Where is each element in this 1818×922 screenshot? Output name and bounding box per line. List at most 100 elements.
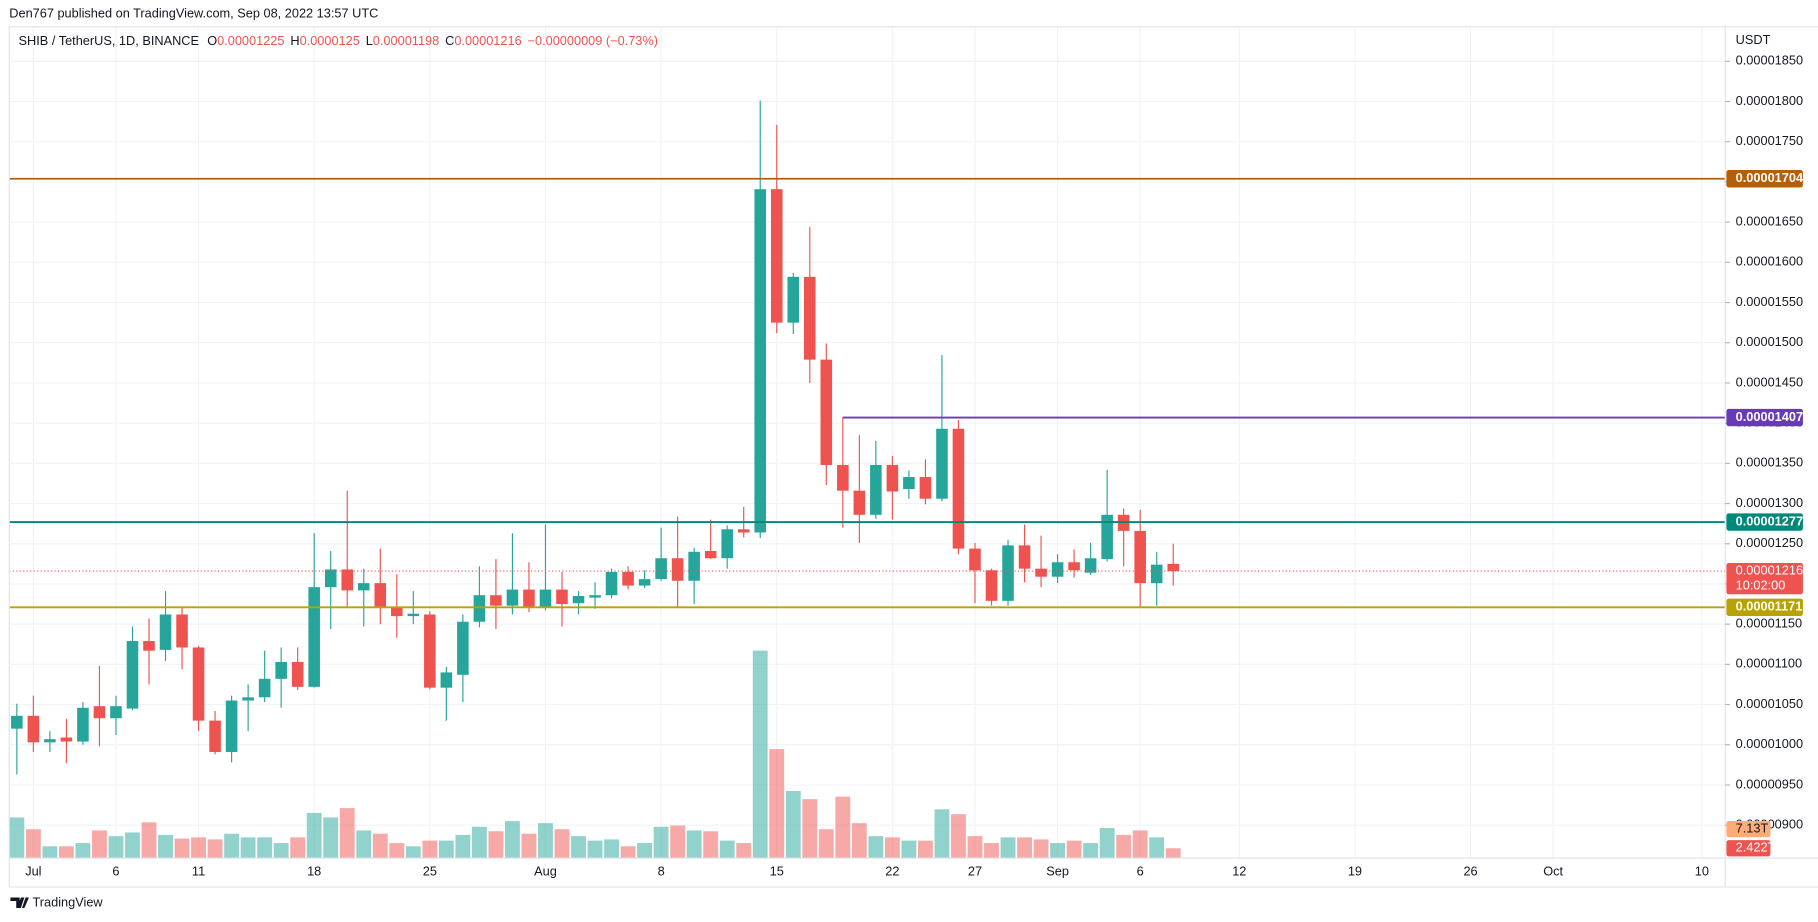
- volume-bar: [1132, 830, 1148, 859]
- candle-body: [209, 720, 221, 752]
- volume-bar: [752, 650, 768, 859]
- x-tick-label: 6: [1137, 863, 1144, 878]
- x-tick-label: Sep: [1046, 863, 1069, 878]
- candle-body: [391, 606, 403, 617]
- y-tick-label: 0.00001250: [1736, 535, 1803, 550]
- level-label-box: [1726, 408, 1803, 427]
- candle-body: [27, 715, 40, 743]
- volume-bar: [273, 843, 289, 859]
- volume-ma-label: 7.13T: [1736, 820, 1769, 835]
- volume-bar: [1099, 828, 1115, 859]
- legend: SHIB / TetherUS, 1D, BINANCE O0.00001225…: [19, 33, 658, 48]
- candle-body: [1084, 558, 1097, 573]
- candle-body: [374, 583, 387, 607]
- x-tick-label: 26: [1463, 863, 1477, 878]
- volume-bar: [257, 837, 273, 859]
- volume-bar: [818, 829, 834, 859]
- volume-bar: [356, 830, 372, 859]
- level-label: 0.00001277: [1736, 513, 1803, 528]
- candle-body: [242, 697, 254, 701]
- change: −0.00000009 (−0.73%): [528, 33, 658, 48]
- volume-bar: [9, 817, 25, 859]
- level-label: 0.00001407: [1736, 409, 1803, 424]
- candle-body: [341, 569, 354, 591]
- candle-body: [440, 672, 453, 688]
- volume-bar: [554, 829, 570, 859]
- y-tick-label: 0.00001750: [1736, 133, 1803, 148]
- volume-bar: [504, 821, 520, 859]
- o-letter: O: [207, 33, 217, 48]
- candle-body: [688, 551, 700, 581]
- candle-body: [804, 276, 816, 360]
- x-tick-label: 15: [770, 863, 784, 878]
- volume-bar: [290, 837, 306, 859]
- level-label-box: [1726, 513, 1803, 531]
- candle-body: [424, 614, 436, 688]
- volume-bar: [571, 836, 586, 859]
- l-letter: L: [366, 33, 373, 48]
- volume-bar: [372, 833, 388, 859]
- volume-bar: [538, 823, 553, 859]
- candle-body: [77, 707, 89, 742]
- c-value: 0.00001216: [454, 33, 521, 48]
- candle-body: [572, 596, 585, 604]
- volume-bar: [240, 837, 256, 859]
- volume-bar: [42, 846, 58, 859]
- volume-bar: [58, 846, 74, 859]
- h-value: 0.0000125: [300, 33, 360, 48]
- candle-body: [159, 614, 172, 650]
- candle-body: [704, 550, 717, 559]
- logo-mark: [10, 897, 29, 908]
- volume-bar: [637, 843, 653, 859]
- volume-bar: [141, 822, 157, 859]
- symbol: SHIB / TetherUS, 1D, BINANCE: [19, 33, 199, 48]
- candle-body: [1002, 545, 1014, 601]
- volume-bar: [191, 837, 206, 859]
- volume-bar: [1066, 840, 1082, 859]
- volume-bar: [422, 840, 438, 859]
- volume-bar: [158, 834, 173, 859]
- candle-body: [655, 558, 667, 580]
- level-label-box: [1726, 598, 1803, 616]
- volume-bar: [25, 829, 41, 859]
- candle-body: [258, 678, 271, 698]
- volume-bar: [984, 843, 999, 859]
- candle-body: [192, 647, 205, 721]
- y-tick-label: 0.00001450: [1736, 374, 1803, 389]
- x-tick-label: Jul: [25, 863, 41, 878]
- candle-body: [969, 548, 981, 571]
- candle-body: [473, 595, 486, 622]
- candle-body: [110, 706, 122, 719]
- candle-body: [919, 477, 932, 499]
- volume-bar: [488, 831, 504, 859]
- candle-body: [1101, 514, 1113, 560]
- candle-body: [308, 587, 320, 687]
- l-value: 0.00001198: [373, 33, 439, 48]
- volume-bar: [1149, 837, 1165, 859]
- candle-body: [1150, 564, 1163, 584]
- candle-body: [754, 189, 767, 533]
- volume-bar: [1050, 843, 1066, 859]
- volume-bar: [174, 838, 190, 859]
- x-tick-label: 18: [307, 863, 321, 878]
- candle-body: [275, 661, 287, 679]
- x-tick-label: 11: [192, 863, 205, 878]
- y-tick-label: 0.00001150: [1736, 616, 1802, 631]
- level-label-box: [1726, 170, 1803, 188]
- volume-bar: [339, 808, 355, 859]
- volume-bar: [620, 846, 636, 859]
- volume-bar: [1083, 843, 1099, 859]
- volume-bar: [455, 834, 471, 859]
- volume-last-box: [1726, 840, 1771, 857]
- candle-body: [837, 464, 849, 491]
- candle-body: [1134, 530, 1146, 584]
- candle-body: [1068, 562, 1080, 571]
- candle-body: [1167, 563, 1179, 572]
- y-tick-label: 0.00000950: [1736, 776, 1803, 791]
- volume-bar: [934, 809, 950, 859]
- candle-body: [126, 641, 139, 709]
- candle-body: [93, 706, 106, 719]
- candle-body: [737, 529, 750, 533]
